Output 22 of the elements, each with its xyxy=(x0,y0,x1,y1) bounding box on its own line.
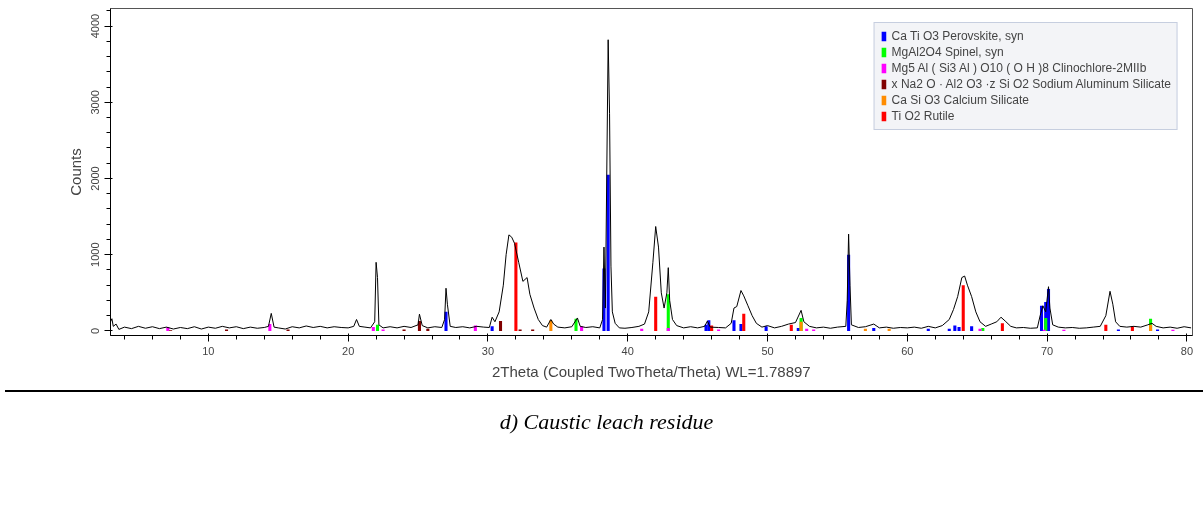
legend-label: Mg5 Al ( Si3 Al ) O10 ( O H )8 Clinochlore-2MIIb xyxy=(891,61,1147,75)
x-tick-label: 60 xyxy=(901,344,914,357)
y-tick-label: 2000 xyxy=(89,166,102,191)
y-tick-label: 0 xyxy=(89,327,102,334)
legend-label: Ti O2 Rutile xyxy=(891,109,955,123)
y-axis-title: Counts xyxy=(66,148,84,196)
legend-label: MgAl2O4 Spinel, syn xyxy=(891,45,1004,59)
x-tick-label: 50 xyxy=(761,344,774,357)
legend-label: x Na2 O · Al2 O3 ·z Si O2 Sodium Aluminum Silicate xyxy=(891,77,1171,91)
y-tick-label: 3000 xyxy=(89,90,102,115)
x-tick-label: 10 xyxy=(202,344,215,357)
x-tick-label: 20 xyxy=(342,344,355,357)
text: d) Caustic leach residue xyxy=(498,408,715,436)
y-tick-label: 4000 xyxy=(89,13,102,39)
y-tick-label: 1000 xyxy=(89,242,102,267)
x-tick-label: 30 xyxy=(481,344,495,357)
x-axis-title: 2Theta (Coupled TwoTheta/Theta) WL=1.78897 xyxy=(492,362,811,380)
x-tick-label: 70 xyxy=(1041,344,1054,357)
legend-label: Ca Si O3 Calcium Silicate xyxy=(891,93,1029,107)
x-tick-label: 80 xyxy=(1180,344,1194,357)
x-tick-label: 40 xyxy=(621,344,634,357)
legend-label: Ca Ti O3 Perovskite, syn xyxy=(891,29,1024,43)
